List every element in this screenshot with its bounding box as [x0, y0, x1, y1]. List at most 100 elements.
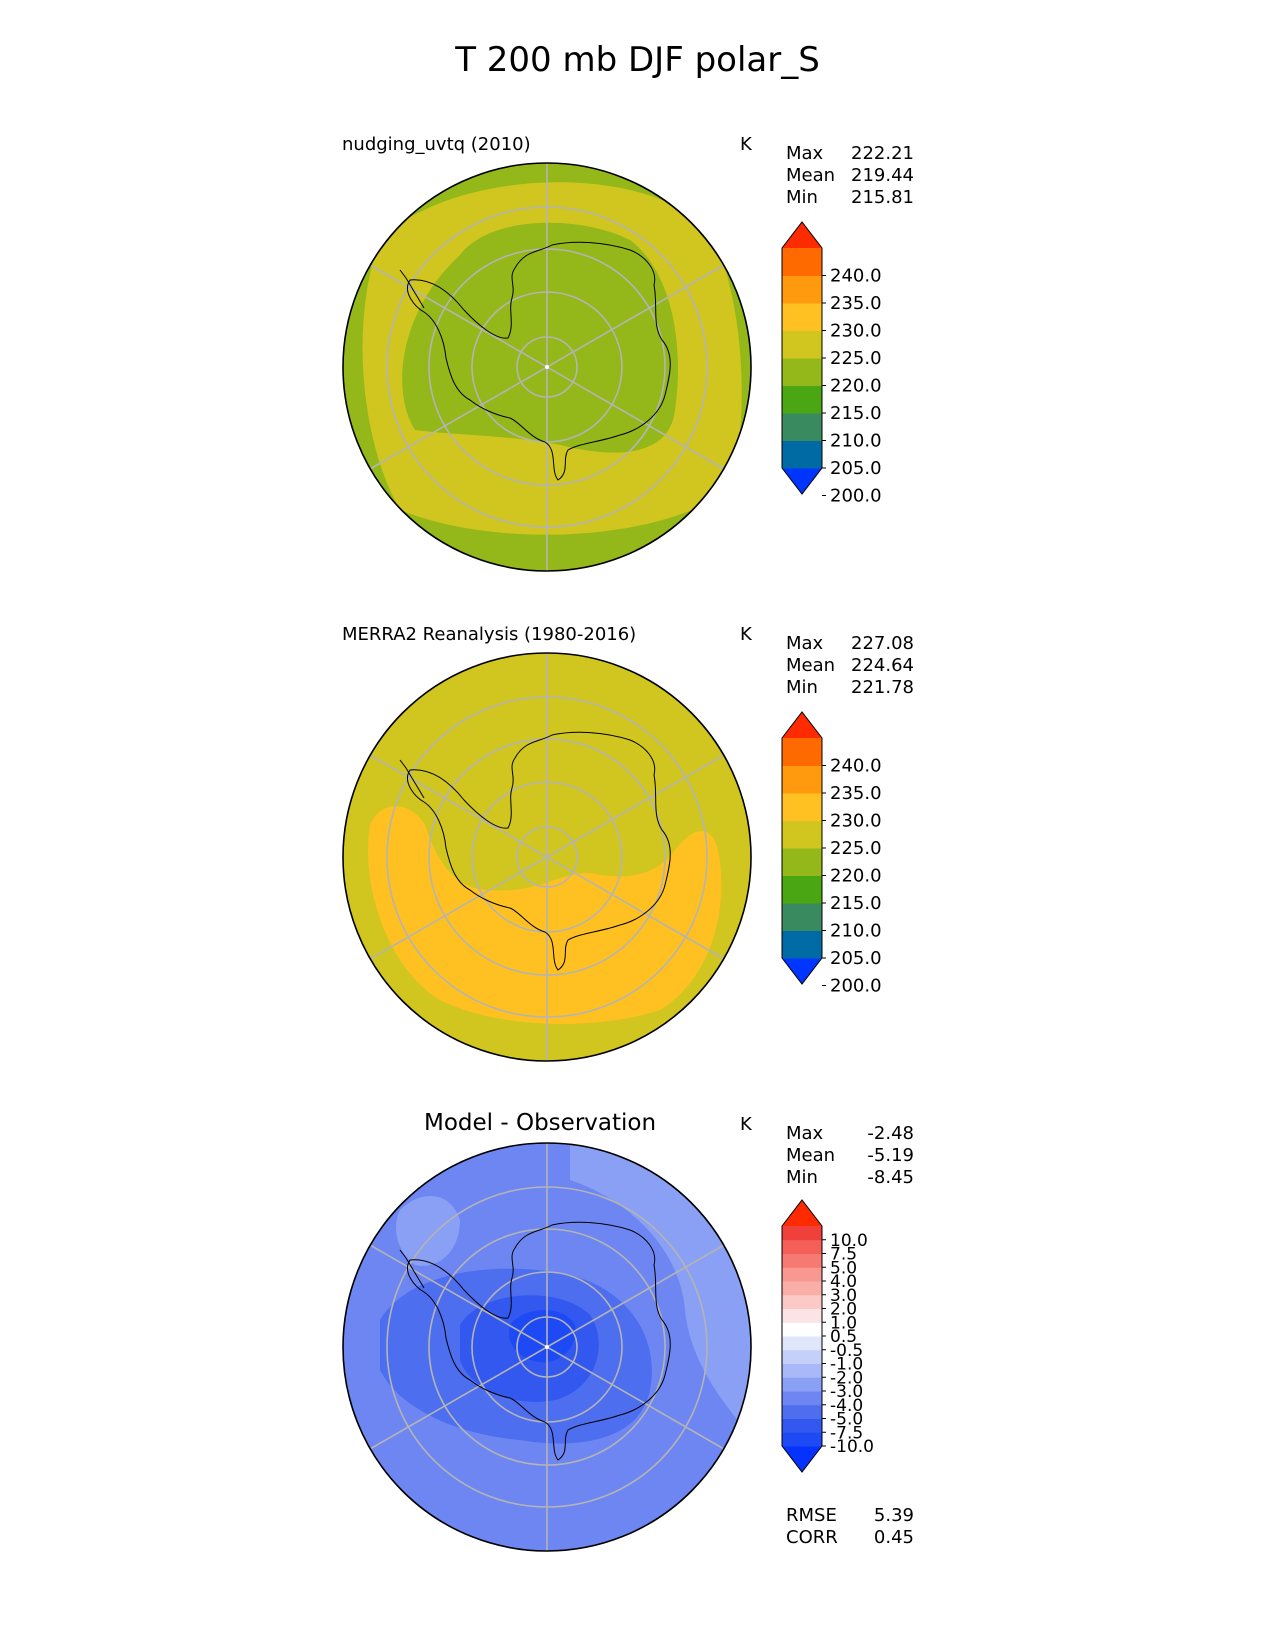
colorbar-tick-label: 215.0 — [830, 893, 882, 914]
colorbar-cell — [782, 1377, 822, 1392]
stat-value: -5.19 — [867, 1145, 914, 1166]
colorbar-cell — [782, 248, 822, 276]
diff-stats: Max -2.48 Mean -5.19 Min -8.45 — [786, 1123, 914, 1189]
field-band-min — [509, 1310, 576, 1363]
stat-label: Max — [786, 1123, 824, 1144]
stat-label: Min — [786, 677, 818, 698]
metric-label: RMSE — [786, 1505, 837, 1526]
metric-value: 5.39 — [873, 1505, 914, 1526]
colorbar-cell — [782, 903, 822, 931]
colorbar-tick-label: -3.0 — [830, 1382, 863, 1402]
colorbar-cell — [782, 1336, 822, 1351]
colorbar-tick-label: 0.5 — [830, 1327, 857, 1347]
stat-label: Max — [786, 633, 824, 654]
map-boundary — [342, 652, 752, 1062]
colorbar-tick-label: -0.5 — [830, 1341, 863, 1361]
colorbar-cell — [782, 738, 822, 766]
peninsula-coastline — [399, 1249, 425, 1289]
colorbar-cell — [782, 1418, 822, 1433]
colorbar-cells — [781, 221, 823, 495]
diff-polar-map — [342, 1142, 752, 1552]
colorbar-tick-label: 4.0 — [830, 1272, 857, 1292]
colorbar-tick-label: -2.0 — [830, 1368, 863, 1388]
colorbar-tick-label: 205.0 — [830, 948, 882, 969]
colorbar-tick-label: -1.0 — [830, 1355, 863, 1375]
obs-panel-title: MERRA2 Reanalysis (1980-2016) — [342, 624, 637, 645]
antarctica-coastline — [407, 241, 671, 481]
colorbar-cell — [782, 222, 822, 248]
obs-polar-map — [342, 652, 752, 1062]
colorbar-cell — [782, 848, 822, 876]
stat-label: Min — [786, 1167, 818, 1188]
colorbar-cells — [781, 711, 823, 985]
colorbar-cell — [782, 1446, 822, 1472]
colorbar-cell — [782, 385, 822, 414]
graticule — [369, 653, 725, 1061]
colorbar-tick-label: 240.0 — [830, 266, 882, 287]
colorbar-ticks: 240.0 235.0 230.0 225.0 220.0 215.0 210.0 205.0… — [822, 266, 882, 507]
stat-value: 215.81 — [851, 187, 914, 208]
colorbar-cell — [782, 1267, 822, 1282]
colorbar-tick-label: 235.0 — [830, 783, 882, 804]
pole-marker — [545, 1345, 549, 1349]
colorbar-cell — [782, 820, 822, 849]
stat-label: Mean — [786, 655, 836, 676]
figure-title: T 200 mb DJF polar_S — [455, 40, 820, 80]
colorbar-cell — [782, 468, 822, 494]
colorbar-ticks: 10.07.55.04.03.02.01.00.5-0.5-1.0-2.0-3.… — [822, 1231, 874, 1457]
colorbar-cell — [782, 1404, 822, 1419]
stat-label: Max — [786, 143, 824, 164]
colorbar-cell — [782, 930, 822, 959]
colorbar-cell — [782, 303, 822, 331]
stat-label: Mean — [786, 1145, 836, 1166]
colorbar-cell — [782, 793, 822, 821]
colorbar-cell — [782, 330, 822, 359]
stat-label: Mean — [786, 165, 836, 186]
colorbar-cell — [782, 1432, 822, 1447]
colorbar-tick-label: 200.0 — [830, 976, 882, 997]
colorbar-cell — [782, 440, 822, 469]
colorbar-tick-label: 1.0 — [830, 1313, 857, 1333]
stat-value: 219.44 — [851, 165, 914, 186]
colorbar-tick-label: 7.5 — [830, 1245, 857, 1265]
colorbar-cell — [782, 1253, 822, 1268]
colorbar-cell — [782, 1349, 822, 1364]
colorbar-cell — [782, 958, 822, 984]
field-band-225-230 — [368, 806, 722, 1024]
stat-value: 224.64 — [851, 655, 914, 676]
stat-value: -2.48 — [867, 1123, 914, 1144]
map-boundary — [342, 162, 752, 572]
colorbar-tick-label: -10.0 — [830, 1437, 874, 1457]
colorbar-tick-label: 230.0 — [830, 811, 882, 832]
peninsula-coastline — [399, 269, 425, 309]
colorbar-cell — [782, 712, 822, 738]
colorbar-cell — [782, 1363, 822, 1378]
stat-value: 227.08 — [851, 633, 914, 654]
colorbar-cell — [782, 1391, 822, 1406]
colorbar-tick-label: 240.0 — [830, 756, 882, 777]
colorbar-tick-label: 3.0 — [830, 1286, 857, 1306]
model-panel-title: nudging_uvtq (2010) — [342, 134, 531, 155]
field-patch-nw — [395, 1196, 460, 1266]
stat-value: 221.78 — [851, 677, 914, 698]
model-polar-map — [342, 162, 752, 572]
colorbar-tick-label: 5.0 — [830, 1258, 857, 1278]
colorbar-cell — [782, 1281, 822, 1296]
pole-marker — [545, 365, 549, 369]
colorbar-cell — [782, 765, 822, 794]
diff-metrics: RMSE 5.39 CORR 0.45 — [786, 1505, 914, 1549]
colorbar-tick-label: 230.0 — [830, 321, 882, 342]
colorbar-tick-label: -5.0 — [830, 1410, 863, 1430]
obs-colorbar: 240.0 235.0 230.0 225.0 220.0 215.0 210.0 205.0… — [781, 711, 882, 997]
colorbar-tick-label: -4.0 — [830, 1396, 863, 1416]
model-stats: Max 222.21 Mean 219.44 Min 215.81 — [786, 143, 914, 209]
map-boundary — [342, 1142, 752, 1552]
colorbar-tick-label: 200.0 — [830, 486, 882, 507]
model-units-label: K — [740, 134, 752, 155]
colorbar-tick-label: 215.0 — [830, 403, 882, 424]
colorbar-tick-label: 220.0 — [830, 866, 882, 887]
antarctica-coastline — [407, 731, 671, 971]
diff-colorbar: 10.07.55.04.03.02.01.00.5-0.5-1.0-2.0-3.… — [781, 1199, 874, 1473]
model-colorbar: 240.0 235.0 230.0 225.0 220.0 215.0 210.0 205.0… — [781, 221, 882, 507]
colorbar-cell — [782, 275, 822, 304]
